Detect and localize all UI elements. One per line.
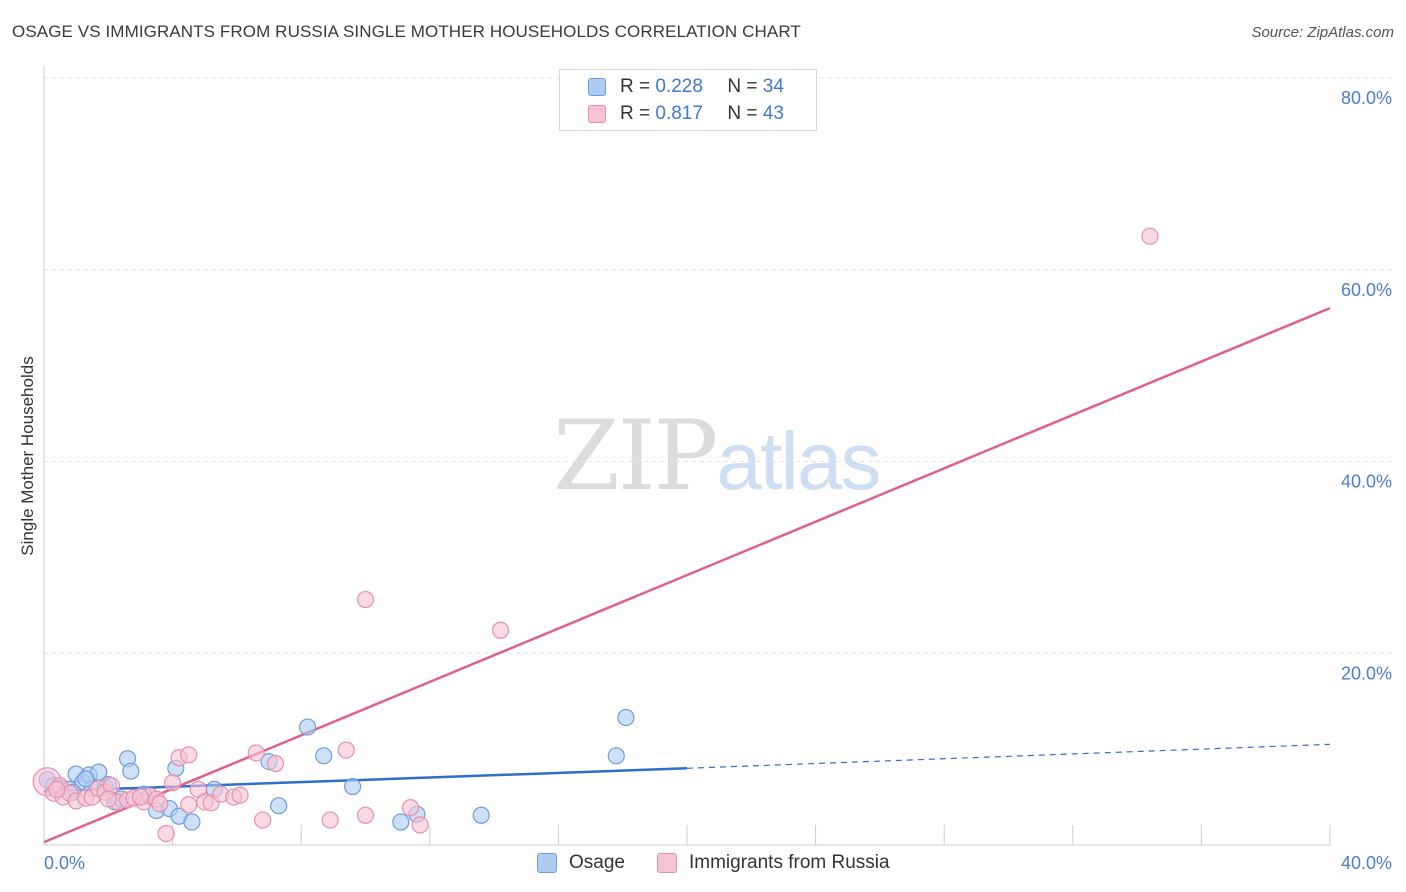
legend-label-osage: Osage bbox=[569, 852, 625, 873]
correlation-legend: R = 0.228 N = 34 R = 0.817 N = 43 bbox=[559, 69, 817, 131]
legend-label-russia: Immigrants from Russia bbox=[689, 852, 890, 873]
legend-swatch-russia bbox=[588, 105, 606, 123]
watermark-zip: ZIP bbox=[553, 400, 718, 512]
legend-n-value: 43 bbox=[762, 103, 784, 124]
russia-point bbox=[180, 746, 198, 764]
osage-point bbox=[607, 747, 625, 765]
legend-item-russia: Immigrants from Russia bbox=[657, 852, 890, 874]
osage-point bbox=[270, 797, 288, 815]
russia-point bbox=[231, 786, 249, 804]
osage-point bbox=[392, 813, 410, 831]
russia-point bbox=[356, 806, 375, 824]
osage-trend-line bbox=[43, 767, 688, 793]
legend-n-value: 34 bbox=[762, 76, 784, 97]
tick-labels: 20.0% 40.0% 60.0% 80.0% 0.0% 40.0% bbox=[44, 88, 1392, 873]
legend-swatch-osage bbox=[588, 78, 606, 96]
legend-n-label: N = bbox=[727, 76, 763, 97]
data-points bbox=[32, 227, 1159, 843]
legend-r-value: 0.228 bbox=[655, 76, 703, 97]
x-tick-label: 0.0% bbox=[44, 853, 85, 873]
series-legend: Osage Immigrants from Russia bbox=[0, 852, 1406, 878]
osage-point bbox=[183, 813, 201, 831]
y-tick-label: 20.0% bbox=[1341, 663, 1392, 683]
trend-lines bbox=[43, 306, 1331, 844]
x-tick-label: 40.0% bbox=[1341, 853, 1392, 873]
russia-point bbox=[1141, 227, 1159, 245]
russia-point bbox=[356, 590, 375, 609]
russia-point bbox=[247, 744, 265, 762]
legend-row-osage: R = 0.228 N = 34 bbox=[588, 74, 784, 100]
russia-point bbox=[411, 816, 429, 834]
chart-title: OSAGE VS IMMIGRANTS FROM RUSSIA SINGLE M… bbox=[12, 22, 801, 41]
russia-point bbox=[266, 754, 285, 773]
axes bbox=[43, 66, 1331, 846]
y-tick-label: 80.0% bbox=[1341, 88, 1392, 108]
source-credit: Source: ZipAtlas.com bbox=[1251, 24, 1394, 41]
russia-point bbox=[157, 824, 175, 843]
russia-point bbox=[99, 790, 117, 808]
legend-r-value: 0.817 bbox=[655, 103, 703, 124]
russia-point bbox=[254, 811, 272, 829]
osage-point bbox=[77, 770, 95, 788]
legend-r-label: R = bbox=[620, 76, 656, 97]
y-tick-label: 60.0% bbox=[1341, 280, 1392, 300]
russia-trend-line bbox=[43, 306, 1331, 844]
russia-point bbox=[48, 780, 66, 798]
russia-point bbox=[321, 811, 339, 829]
osage-point bbox=[122, 762, 140, 780]
legend-n-label: N = bbox=[727, 103, 763, 124]
y-tick-label: 40.0% bbox=[1341, 472, 1392, 492]
russia-point bbox=[151, 795, 169, 813]
russia-point bbox=[164, 774, 182, 792]
legend-swatch-osage bbox=[537, 853, 557, 873]
russia-point bbox=[180, 796, 198, 814]
legend-item-osage: Osage bbox=[537, 852, 625, 874]
osage-trend-extension bbox=[686, 743, 1331, 769]
legend-r-label: R = bbox=[620, 103, 656, 124]
osage-point bbox=[299, 718, 317, 736]
legend-row-russia: R = 0.817 N = 43 bbox=[588, 101, 784, 127]
osage-point bbox=[617, 708, 635, 727]
russia-point bbox=[337, 741, 355, 759]
russia-point bbox=[401, 799, 420, 817]
russia-point bbox=[491, 621, 510, 639]
osage-point bbox=[344, 777, 362, 796]
osage-point bbox=[315, 747, 333, 765]
russia-point bbox=[131, 788, 150, 806]
osage-point bbox=[472, 806, 490, 824]
legend-swatch-russia bbox=[657, 853, 677, 873]
